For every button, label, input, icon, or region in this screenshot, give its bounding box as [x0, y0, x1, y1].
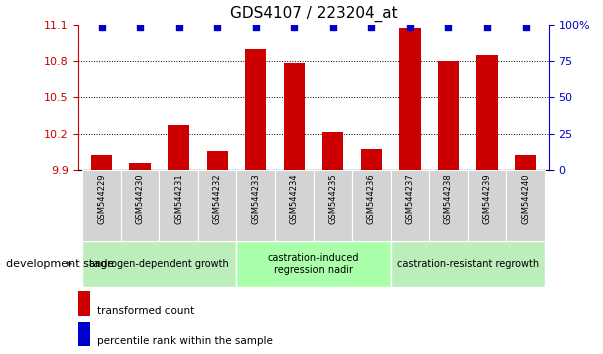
Bar — [168, 125, 189, 170]
Bar — [361, 149, 382, 170]
Text: GSM544238: GSM544238 — [444, 173, 453, 224]
Bar — [82, 241, 236, 287]
Point — [521, 24, 531, 30]
Point — [96, 24, 106, 30]
Bar — [198, 170, 236, 241]
Bar — [130, 162, 151, 170]
Point — [405, 24, 415, 30]
Text: GSM544236: GSM544236 — [367, 173, 376, 224]
Text: GSM544240: GSM544240 — [521, 173, 530, 224]
Text: GSM544231: GSM544231 — [174, 173, 183, 224]
Text: GSM544235: GSM544235 — [329, 173, 337, 224]
Point — [482, 24, 492, 30]
Bar — [322, 132, 344, 170]
Text: GSM544234: GSM544234 — [290, 173, 298, 224]
Bar — [352, 170, 391, 241]
Text: GSM544233: GSM544233 — [251, 173, 260, 224]
Bar — [78, 291, 90, 315]
Bar — [78, 321, 90, 346]
Bar — [476, 55, 497, 170]
Bar — [399, 28, 420, 170]
Point — [289, 24, 299, 30]
Text: transformed count: transformed count — [97, 306, 194, 316]
Point — [251, 24, 260, 30]
Point — [367, 24, 376, 30]
Bar — [121, 170, 159, 241]
Bar — [82, 170, 121, 241]
Bar — [314, 170, 352, 241]
Text: development stage: development stage — [6, 259, 114, 269]
Text: GSM544229: GSM544229 — [97, 173, 106, 224]
Bar — [507, 170, 545, 241]
Text: GSM544237: GSM544237 — [405, 173, 414, 224]
Bar — [515, 155, 536, 170]
Point — [328, 24, 338, 30]
Bar — [275, 170, 314, 241]
Point — [444, 24, 453, 30]
Bar — [391, 241, 545, 287]
Point — [174, 24, 183, 30]
Text: castration-induced
regression nadir: castration-induced regression nadir — [268, 253, 359, 275]
Text: androgen-dependent growth: androgen-dependent growth — [89, 259, 229, 269]
Bar — [429, 170, 468, 241]
Text: GSM544239: GSM544239 — [482, 173, 491, 224]
Bar — [468, 170, 507, 241]
Bar — [283, 63, 305, 170]
Title: GDS4107 / 223204_at: GDS4107 / 223204_at — [230, 6, 397, 22]
Bar — [438, 61, 459, 170]
Point — [212, 24, 222, 30]
Bar — [91, 155, 112, 170]
Bar — [236, 170, 275, 241]
Point — [135, 24, 145, 30]
Text: castration-resistant regrowth: castration-resistant regrowth — [397, 259, 539, 269]
Bar — [236, 241, 391, 287]
Bar — [159, 170, 198, 241]
Bar — [245, 49, 267, 170]
Bar — [391, 170, 429, 241]
Text: GSM544230: GSM544230 — [136, 173, 145, 224]
Text: GSM544232: GSM544232 — [213, 173, 222, 224]
Bar — [207, 150, 228, 170]
Text: percentile rank within the sample: percentile rank within the sample — [97, 336, 273, 346]
